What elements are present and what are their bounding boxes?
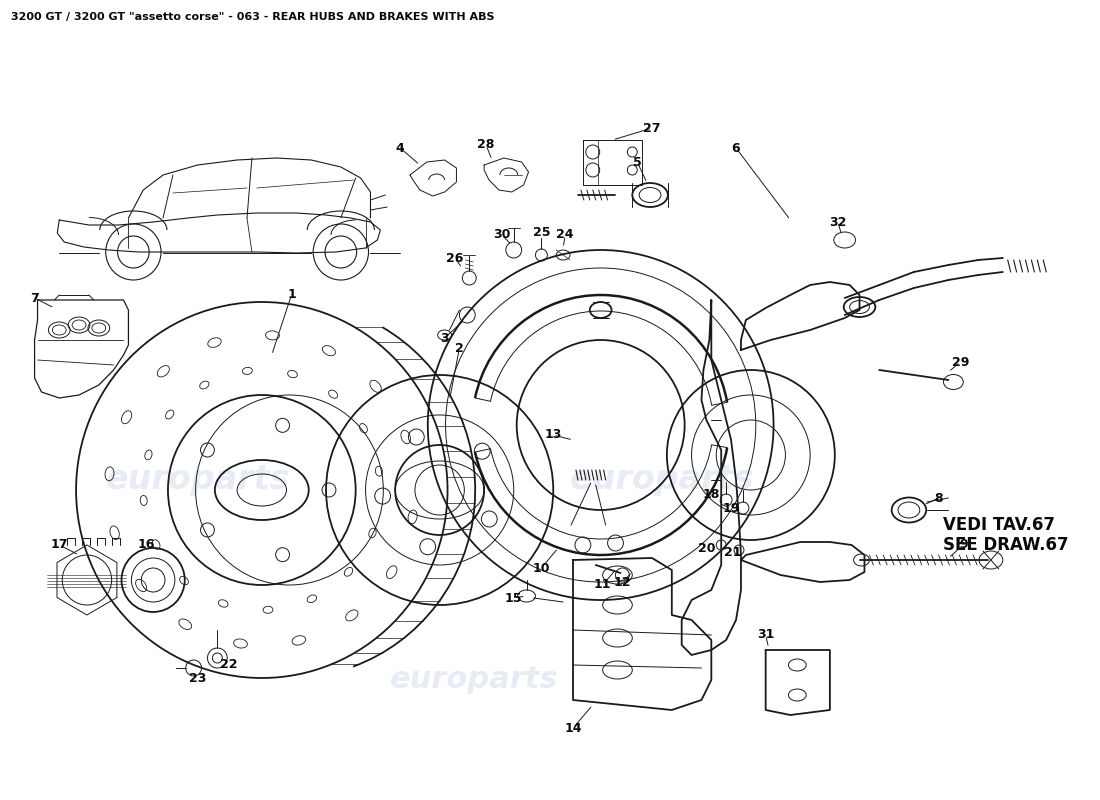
Text: 30: 30 <box>493 229 510 242</box>
Text: 14: 14 <box>564 722 582 734</box>
Text: 31: 31 <box>757 629 774 642</box>
Text: 23: 23 <box>189 671 207 685</box>
Text: 11: 11 <box>594 578 612 591</box>
Text: 20: 20 <box>697 542 715 554</box>
Text: europarts: europarts <box>570 463 755 497</box>
Text: 27: 27 <box>644 122 661 134</box>
Text: 17: 17 <box>51 538 68 551</box>
Text: 6: 6 <box>732 142 740 154</box>
Text: europarts: europarts <box>389 666 559 694</box>
Text: 26: 26 <box>446 251 463 265</box>
Text: 10: 10 <box>532 562 550 574</box>
Text: 19: 19 <box>723 502 740 514</box>
Text: 2: 2 <box>455 342 464 354</box>
Text: 12: 12 <box>614 575 631 589</box>
Text: 29: 29 <box>952 355 969 369</box>
Text: VEDI TAV.67
SEE DRAW.67: VEDI TAV.67 SEE DRAW.67 <box>944 516 1069 554</box>
Text: 9: 9 <box>959 538 968 551</box>
Text: 3200 GT / 3200 GT "assetto corse" - 063 - REAR HUBS AND BRAKES WITH ABS: 3200 GT / 3200 GT "assetto corse" - 063 … <box>11 12 495 22</box>
Text: 16: 16 <box>138 538 155 551</box>
Text: 3: 3 <box>440 331 449 345</box>
Text: 21: 21 <box>724 546 741 558</box>
Text: 22: 22 <box>220 658 238 671</box>
Text: 4: 4 <box>396 142 405 154</box>
Text: europarts: europarts <box>106 463 289 497</box>
Text: 7: 7 <box>30 291 38 305</box>
Text: 1: 1 <box>287 289 296 302</box>
Text: 8: 8 <box>934 491 943 505</box>
Text: 32: 32 <box>829 215 847 229</box>
Text: 24: 24 <box>557 229 574 242</box>
Text: 18: 18 <box>703 489 720 502</box>
Text: 25: 25 <box>532 226 550 238</box>
Text: 15: 15 <box>505 591 522 605</box>
Text: 28: 28 <box>477 138 495 151</box>
Text: 5: 5 <box>632 155 641 169</box>
Text: 13: 13 <box>544 429 562 442</box>
